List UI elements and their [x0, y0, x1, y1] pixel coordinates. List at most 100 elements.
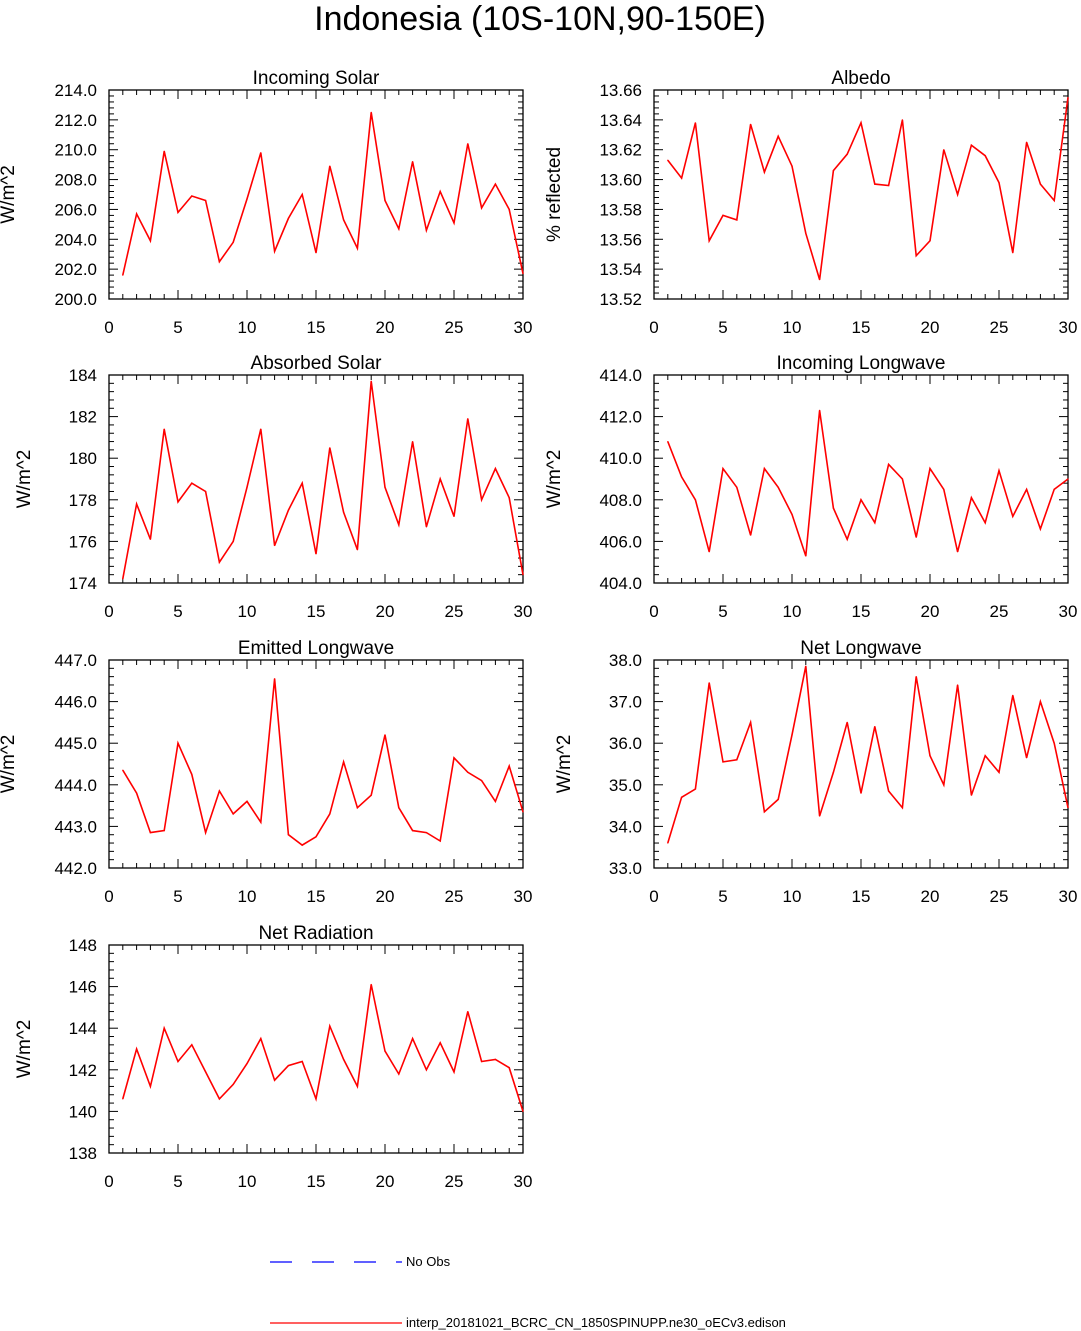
data-point: [136, 503, 138, 505]
data-point: [136, 213, 138, 215]
data-point: [777, 798, 779, 800]
y-axis-title: W/m^2: [14, 450, 35, 509]
x-tick-label: 0: [649, 602, 658, 621]
plot-frame: [653, 374, 1069, 584]
data-point: [301, 1060, 303, 1063]
data-point: [777, 486, 779, 488]
data-point: [508, 497, 510, 499]
data-point: [453, 222, 455, 224]
y-tick-label: 34.0: [609, 817, 642, 836]
data-point: [1026, 757, 1028, 759]
data-point: [984, 755, 986, 757]
data-point: [957, 684, 959, 686]
data-point: [805, 555, 807, 557]
data-point: [943, 488, 945, 490]
data-point: [970, 794, 973, 796]
x-tick-label: 0: [104, 1172, 113, 1191]
x-tick-label: 30: [514, 887, 533, 906]
data-point: [384, 199, 386, 202]
y-tick-label: 442.0: [54, 859, 97, 878]
y-tick-label: 204.0: [54, 230, 97, 249]
series-line-absorbed-solar: [122, 381, 524, 579]
data-point: [218, 790, 220, 792]
page-title: Indonesia (10S-10N,90-150E): [314, 0, 766, 38]
data-point: [1053, 488, 1055, 490]
data-point: [467, 1010, 469, 1013]
data-point: [177, 211, 179, 214]
x-tick-label: 15: [852, 887, 871, 906]
data-point: [122, 769, 124, 771]
data-point: [1039, 183, 1041, 185]
data-point: [136, 1048, 138, 1050]
data-point: [246, 800, 248, 803]
data-point: [274, 250, 276, 252]
data-point: [943, 149, 945, 151]
data-point: [819, 409, 821, 411]
data-point: [522, 273, 524, 275]
y-tick-label: 412.0: [599, 408, 642, 427]
data-point: [412, 440, 414, 443]
data-point: [763, 171, 766, 173]
x-tick-label: 10: [783, 318, 802, 337]
data-point: [439, 478, 441, 480]
data-point: [343, 219, 345, 221]
y-axis-title: W/m^2: [0, 165, 19, 224]
data-point: [681, 177, 683, 179]
data-point: [329, 447, 331, 449]
data-point: [522, 574, 524, 576]
data-point: [384, 734, 386, 736]
x-tick-label: 20: [921, 602, 940, 621]
y-axis-title: W/m^2: [0, 735, 19, 794]
data-point: [722, 761, 724, 763]
data-point: [736, 486, 738, 488]
y-tick-label: 180: [69, 449, 97, 468]
x-tick-label: 5: [718, 318, 727, 337]
y-tick-label: 36.0: [609, 734, 642, 753]
data-point: [970, 144, 973, 146]
data-point: [901, 119, 904, 121]
y-tick-label: 445.0: [54, 734, 97, 753]
data-point: [819, 815, 821, 817]
data-point: [191, 482, 193, 484]
data-point: [508, 765, 510, 767]
data-point: [398, 807, 400, 809]
data-point: [232, 1083, 234, 1085]
data-point: [232, 813, 234, 815]
data-point: [343, 1058, 345, 1060]
data-point: [1053, 199, 1055, 202]
data-point: [494, 800, 496, 803]
data-point: [708, 240, 710, 242]
y-tick-label: 13.60: [599, 171, 642, 190]
x-tick-label: 15: [307, 602, 326, 621]
data-point: [915, 676, 917, 678]
data-point: [191, 773, 193, 776]
y-tick-label: 408.0: [599, 491, 642, 510]
data-point: [481, 499, 483, 501]
data-point: [370, 794, 372, 796]
y-tick-label: 13.52: [599, 290, 642, 309]
data-point: [412, 829, 414, 832]
data-point: [356, 1085, 358, 1088]
data-point: [494, 468, 496, 470]
data-point: [246, 198, 248, 200]
data-point: [874, 725, 876, 728]
y-tick-label: 146: [69, 978, 97, 997]
data-point: [929, 468, 931, 470]
data-point: [1026, 488, 1028, 490]
legend: No Obs interp_20181021_BCRC_CN_1850SPINU…: [270, 1254, 786, 1330]
data-point: [191, 1044, 193, 1046]
y-tick-label: 443.0: [54, 817, 97, 836]
data-point: [205, 1071, 207, 1073]
y-tick-label: 13.66: [599, 81, 642, 100]
data-point: [149, 240, 151, 242]
data-point: [260, 1038, 262, 1040]
legend-model-label: interp_20181021_BCRC_CN_1850SPINUPP.ne30…: [406, 1315, 786, 1330]
x-tick-label: 25: [445, 318, 464, 337]
data-point: [260, 821, 262, 823]
data-point: [667, 159, 669, 161]
x-tick-label: 20: [921, 318, 940, 337]
y-axis-title: % reflected: [544, 147, 565, 242]
data-point: [260, 428, 262, 430]
y-tick-label: 202.0: [54, 260, 97, 279]
panels-container: Incoming Solar W/m^2 0 5 10 15 20 25 30 200.0 202.…: [0, 68, 1077, 1191]
